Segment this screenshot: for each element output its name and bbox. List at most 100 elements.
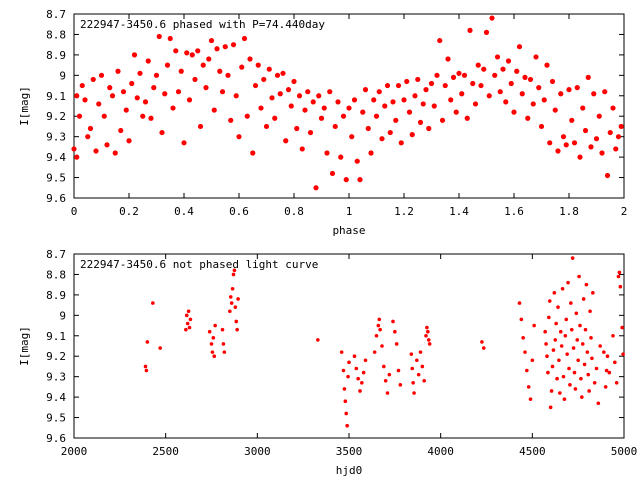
data-point [607, 129, 613, 136]
data-point [222, 44, 228, 50]
x-tick-label: 3000 [244, 445, 271, 458]
data-point [394, 342, 399, 346]
unphased-light-curve-panel: 222947-3450.6 not phased light curve hjd… [18, 248, 637, 477]
data-point [347, 360, 351, 365]
data-point [563, 142, 569, 148]
data-point [551, 348, 556, 352]
data-point [586, 372, 591, 377]
data-point [356, 376, 360, 381]
data-point [508, 80, 514, 87]
data-point [214, 46, 220, 52]
data-point [594, 366, 599, 371]
data-point [425, 325, 429, 330]
x-tick-label: 0.6 [229, 205, 249, 218]
data-point [569, 327, 574, 332]
data-point [569, 301, 573, 305]
data-point [123, 107, 129, 113]
data-point [79, 82, 85, 89]
x-tick-label: 4000 [427, 445, 454, 458]
data-point [236, 134, 242, 140]
data-point [546, 370, 550, 375]
data-point [581, 297, 586, 301]
data-point [209, 342, 214, 346]
data-point [483, 29, 490, 35]
data-point [195, 48, 201, 54]
data-point [519, 317, 524, 322]
data-point [230, 42, 237, 48]
data-point [151, 85, 157, 91]
data-point [415, 76, 421, 83]
data-point [98, 72, 105, 78]
data-point [527, 76, 534, 83]
data-point [391, 319, 395, 324]
y-tick-label: 9.3 [46, 131, 66, 144]
data-point [203, 85, 209, 91]
data-point [250, 150, 256, 156]
y-axis-label: I[mag] [18, 326, 31, 366]
data-point [599, 150, 605, 156]
data-point [503, 99, 509, 105]
data-point [219, 89, 226, 95]
data-point [112, 150, 118, 156]
data-point [610, 105, 616, 111]
data-point [577, 274, 581, 279]
data-point [107, 85, 113, 91]
data-point [426, 338, 431, 342]
x-tick-label: 5000 [611, 445, 638, 458]
x-tick-label: 4500 [519, 445, 546, 458]
data-point [459, 91, 465, 97]
chart-title: 222947-3450.6 phased with P=74.440day [80, 18, 325, 31]
data-point [420, 364, 425, 369]
x-axis-label: hjd0 [336, 464, 363, 477]
data-point [184, 313, 189, 318]
data-point [387, 129, 393, 136]
data-point [552, 107, 558, 113]
data-point [231, 272, 236, 277]
data-point [228, 309, 232, 314]
data-point [170, 105, 176, 111]
data-point [339, 350, 344, 354]
data-point [398, 383, 403, 387]
data-point [406, 109, 413, 115]
data-point [244, 113, 250, 119]
y-tick-label: 8.7 [46, 8, 66, 21]
data-point [532, 323, 536, 328]
data-point [221, 342, 226, 346]
data-point [575, 338, 580, 342]
data-point [523, 350, 527, 354]
data-point [411, 381, 415, 385]
data-point [145, 340, 150, 344]
data-point [266, 66, 272, 72]
data-point [363, 358, 368, 363]
data-point [188, 317, 193, 322]
data-point [210, 350, 215, 354]
data-point [562, 397, 567, 401]
data-point [589, 336, 593, 340]
y-tick-label: 9.6 [46, 432, 66, 445]
y-tick-label: 9.2 [46, 350, 66, 363]
data-point [494, 54, 501, 60]
data-point [404, 78, 410, 85]
data-point [530, 358, 535, 363]
data-point [225, 72, 231, 78]
data-point [522, 74, 528, 80]
data-point [294, 125, 300, 132]
data-point [557, 358, 561, 363]
data-point [489, 15, 495, 21]
data-point [158, 346, 162, 350]
data-point [517, 301, 522, 305]
data-point [516, 44, 523, 50]
x-tick-label: 3500 [336, 445, 363, 458]
data-point [252, 82, 259, 89]
data-point [206, 56, 212, 62]
data-point [76, 113, 83, 119]
data-point [277, 91, 283, 97]
data-point [423, 87, 429, 93]
data-point [593, 136, 600, 142]
y-tick-label: 9.6 [46, 192, 66, 205]
data-point [352, 354, 357, 359]
data-point [71, 146, 77, 152]
data-point [427, 342, 432, 346]
data-point [418, 350, 423, 354]
data-point [310, 99, 316, 105]
